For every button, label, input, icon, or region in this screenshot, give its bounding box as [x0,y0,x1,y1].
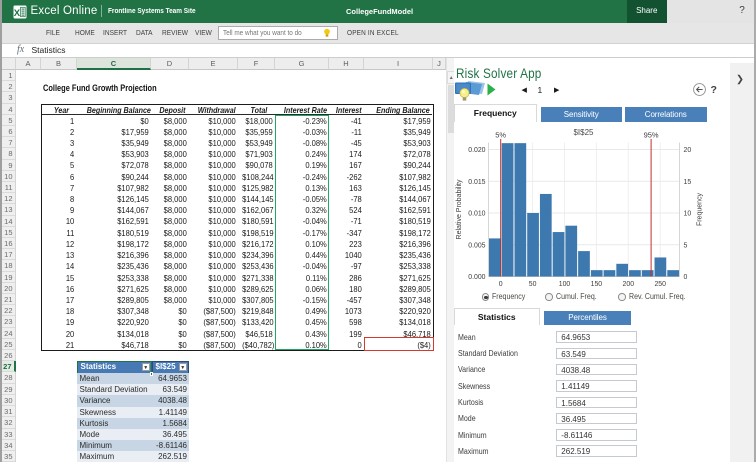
svg-text:0.010: 0.010 [468,211,485,218]
svg-text:X: X [14,7,21,18]
svg-text:$I$25: $I$25 [573,128,594,137]
svg-text:Frequency: Frequency [697,192,704,226]
svg-text:0.000: 0.000 [468,274,485,281]
svg-text:95%: 95% [644,131,659,140]
svg-text:5: 5 [684,242,688,249]
svg-text:5%: 5% [495,131,506,140]
svg-text:10: 10 [684,211,692,218]
svg-text:250: 250 [654,281,666,288]
svg-text:0.015: 0.015 [468,179,485,186]
svg-text:20: 20 [684,147,692,154]
svg-text:200: 200 [623,281,635,288]
svg-text:Relative Probability: Relative Probability [456,179,463,239]
svg-text:0.020: 0.020 [468,147,485,154]
svg-text:15: 15 [684,179,692,186]
svg-text:0: 0 [499,281,503,288]
svg-text:0: 0 [684,274,688,281]
svg-text:50: 50 [529,281,537,288]
svg-text:100: 100 [559,281,571,288]
svg-text:0.005: 0.005 [468,242,485,249]
svg-text:150: 150 [591,281,603,288]
